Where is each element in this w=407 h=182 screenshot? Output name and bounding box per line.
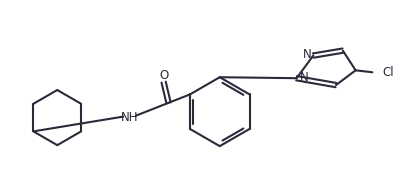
Text: Cl: Cl [382,66,394,79]
Text: N: N [300,71,308,84]
Text: N: N [302,48,311,61]
Text: NH: NH [120,111,138,124]
Text: O: O [159,69,168,82]
